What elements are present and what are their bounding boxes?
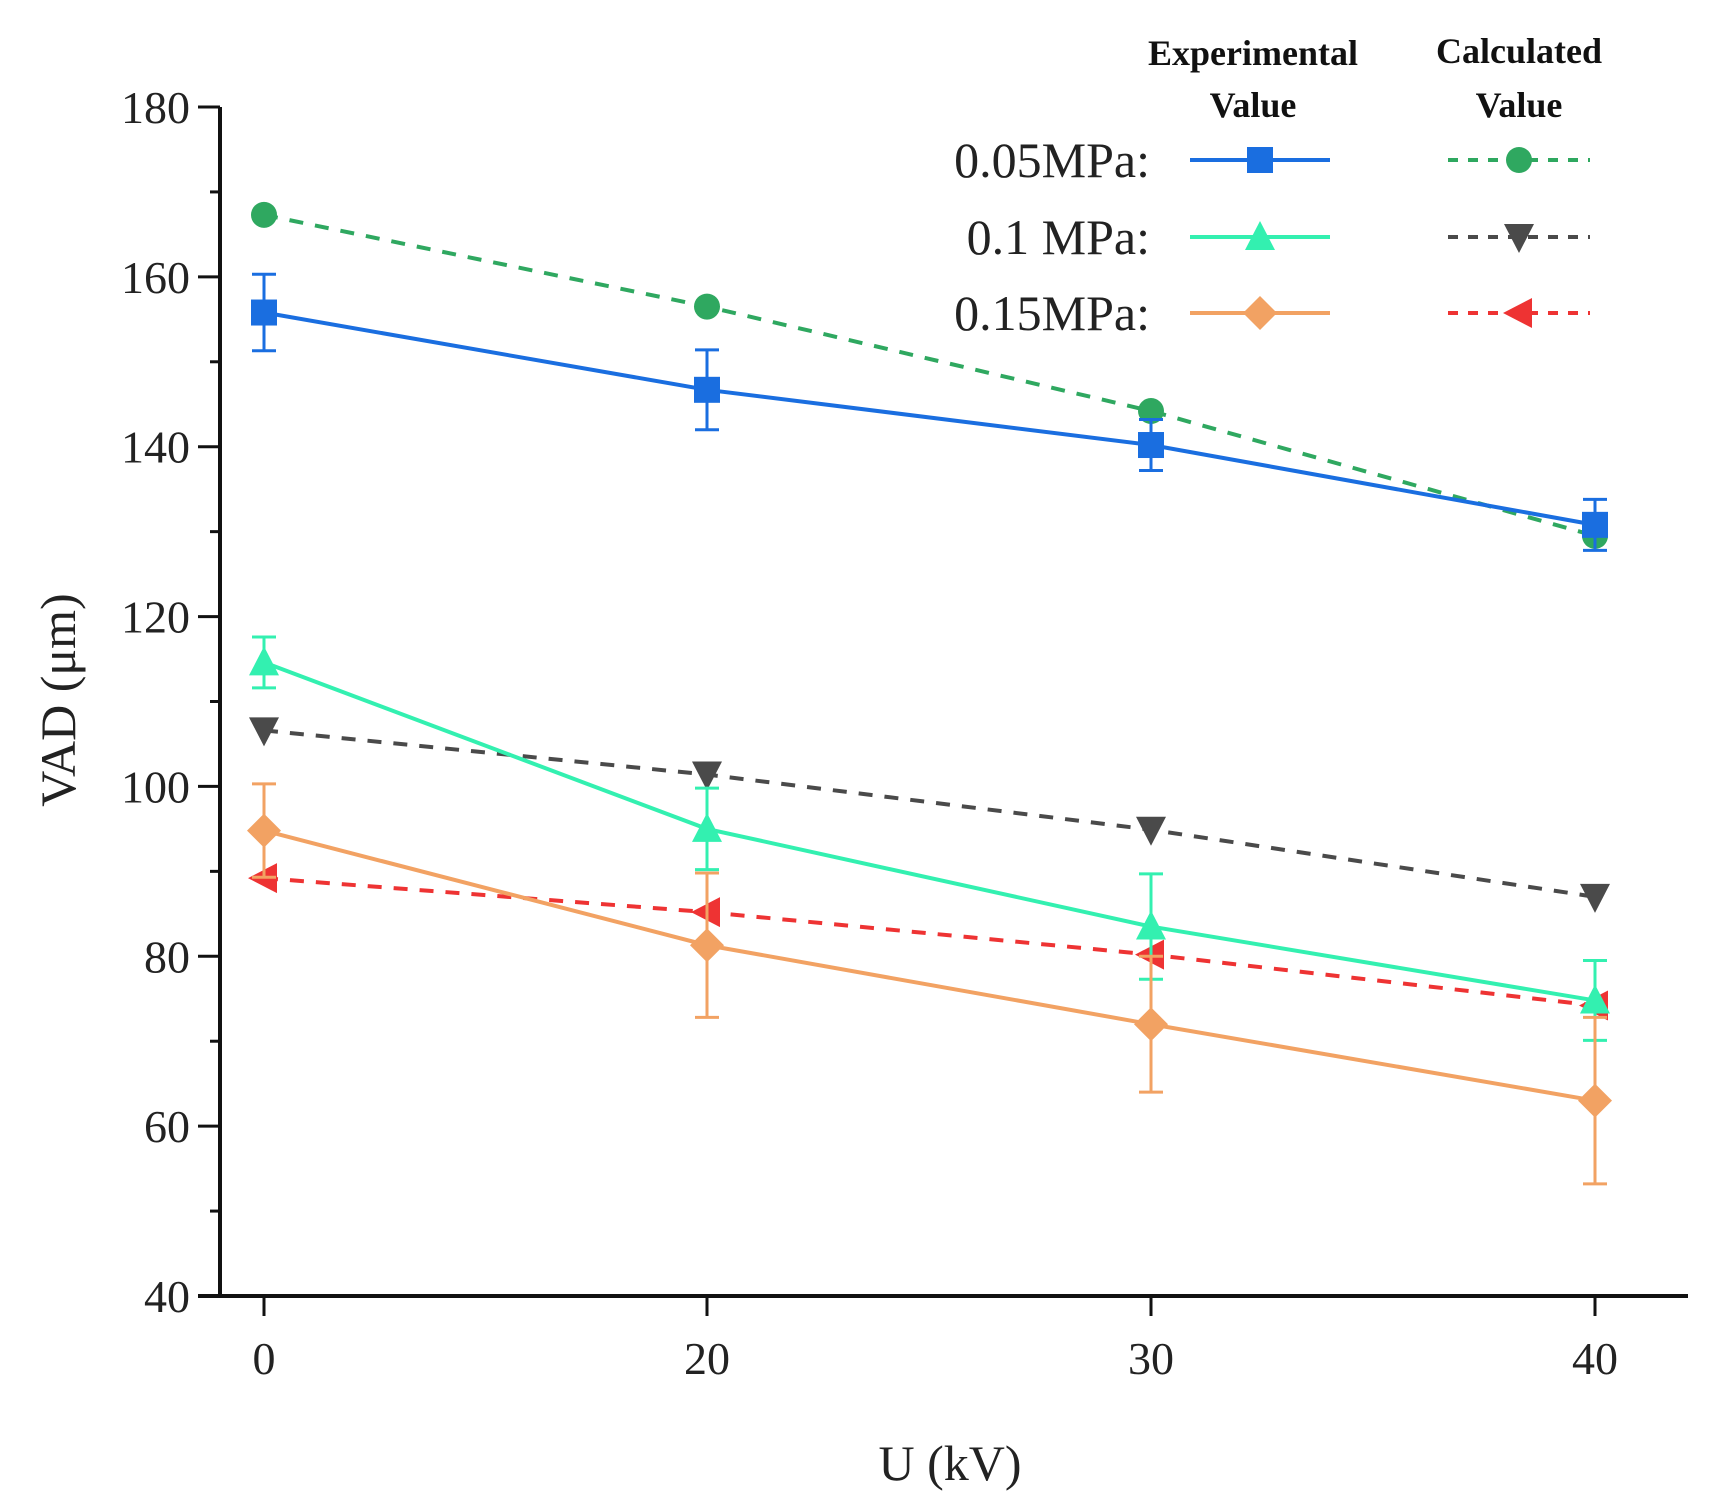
series-line xyxy=(263,828,1596,1103)
series-line xyxy=(263,212,1596,538)
legend-label: 0.05MPa: xyxy=(954,132,1150,188)
legend-marker-experimental xyxy=(1245,221,1275,250)
data-point xyxy=(1136,816,1166,846)
series-line xyxy=(263,310,1596,527)
data-point xyxy=(1138,432,1164,459)
series-experimental-1 xyxy=(249,635,1610,1042)
legend-label: 0.15MPa: xyxy=(954,285,1150,341)
data-point xyxy=(1134,1007,1168,1042)
data-point xyxy=(690,928,724,963)
legend-marker-experimental xyxy=(1247,147,1273,173)
data-point xyxy=(694,376,720,403)
y-tick-label: 80 xyxy=(144,931,190,982)
y-tick-label: 60 xyxy=(144,1101,190,1152)
legend-header-experimental-line1: Experimental xyxy=(1148,33,1358,73)
y-axis-label: VAD (μm) xyxy=(30,593,86,806)
series-calculated-3 xyxy=(251,201,1608,549)
legend-label: 0.1 MPa: xyxy=(967,209,1150,265)
data-point xyxy=(1578,1083,1612,1118)
series-line xyxy=(263,660,1596,1003)
series-calculated-5 xyxy=(248,863,1608,1021)
legend-header-experimental-line2: Value xyxy=(1210,85,1297,125)
legend-marker-calculated xyxy=(1506,147,1532,173)
data-point xyxy=(251,299,277,326)
data-point xyxy=(1138,398,1164,425)
data-point xyxy=(1582,511,1608,538)
series-experimental-0 xyxy=(251,272,1608,552)
x-tick-label: 30 xyxy=(1128,1333,1174,1384)
data-point xyxy=(249,646,279,676)
x-tick-label: 40 xyxy=(1572,1333,1618,1384)
y-tick-label: 160 xyxy=(121,252,190,303)
legend-header-calculated-line1: Calculated xyxy=(1436,31,1602,71)
legend-marker-calculated xyxy=(1503,298,1532,328)
data-point xyxy=(249,717,279,747)
data-point xyxy=(251,201,277,228)
series-line xyxy=(263,728,1596,899)
y-tick-label: 140 xyxy=(121,422,190,473)
data-point xyxy=(694,293,720,320)
y-tick-label: 100 xyxy=(121,761,190,812)
data-point xyxy=(1580,984,1610,1014)
legend-marker-calculated xyxy=(1504,224,1534,253)
legend-marker-experimental xyxy=(1243,296,1277,330)
x-tick-label: 20 xyxy=(684,1333,730,1384)
series-experimental-2 xyxy=(247,782,1612,1186)
x-tick-label: 0 xyxy=(253,1333,276,1384)
x-axis-label: U (kV) xyxy=(878,1435,1021,1491)
data-point xyxy=(692,812,722,842)
y-tick-label: 180 xyxy=(121,82,190,133)
legend-header-calculated-line2: Value xyxy=(1476,85,1563,125)
y-tick-label: 120 xyxy=(121,592,190,643)
series-calculated-4 xyxy=(249,717,1610,913)
data-point xyxy=(1136,910,1166,940)
y-tick-label: 40 xyxy=(144,1271,190,1322)
data-point xyxy=(247,813,281,848)
data-point xyxy=(1580,883,1610,913)
data-point xyxy=(692,761,722,791)
